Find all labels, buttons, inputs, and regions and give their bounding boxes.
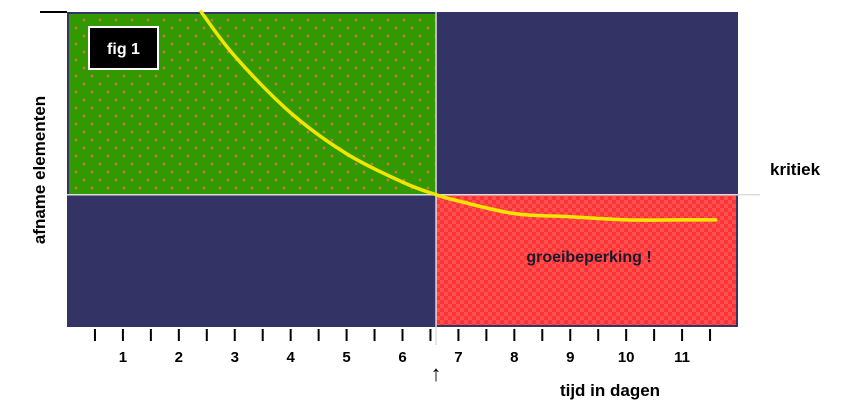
x-ticks	[93, 329, 712, 341]
x-tick-label: 8	[510, 349, 518, 366]
x-tick-labels: 1 2 3 4 5 6 7 8 9 10 11	[119, 349, 690, 366]
x-tick-label: 1	[119, 349, 127, 366]
x-tick-label: 5	[342, 349, 350, 366]
figure-badge-box	[88, 26, 159, 70]
decline-curve	[199, 10, 718, 222]
x-tick-label: 11	[674, 349, 690, 366]
x-tick-label: 2	[175, 349, 183, 366]
figure-badge: fig 1	[88, 26, 159, 70]
figure-badge-label: fig 1	[107, 41, 140, 58]
x-tick-label: 6	[398, 349, 406, 366]
zone-label: groeibeperking !	[526, 249, 651, 266]
x-tick-label: 10	[618, 349, 635, 366]
x-tick-label: 7	[454, 349, 462, 366]
critical-day-arrow: ↑	[431, 361, 442, 386]
critical-label: kritiek	[770, 160, 821, 179]
y-axis-title: afname elementen	[30, 96, 49, 244]
x-tick-label: 3	[231, 349, 239, 366]
x-axis-title: tijd in dagen	[560, 381, 660, 400]
x-tick-label: 4	[286, 349, 295, 366]
x-tick-label: 9	[566, 349, 574, 366]
